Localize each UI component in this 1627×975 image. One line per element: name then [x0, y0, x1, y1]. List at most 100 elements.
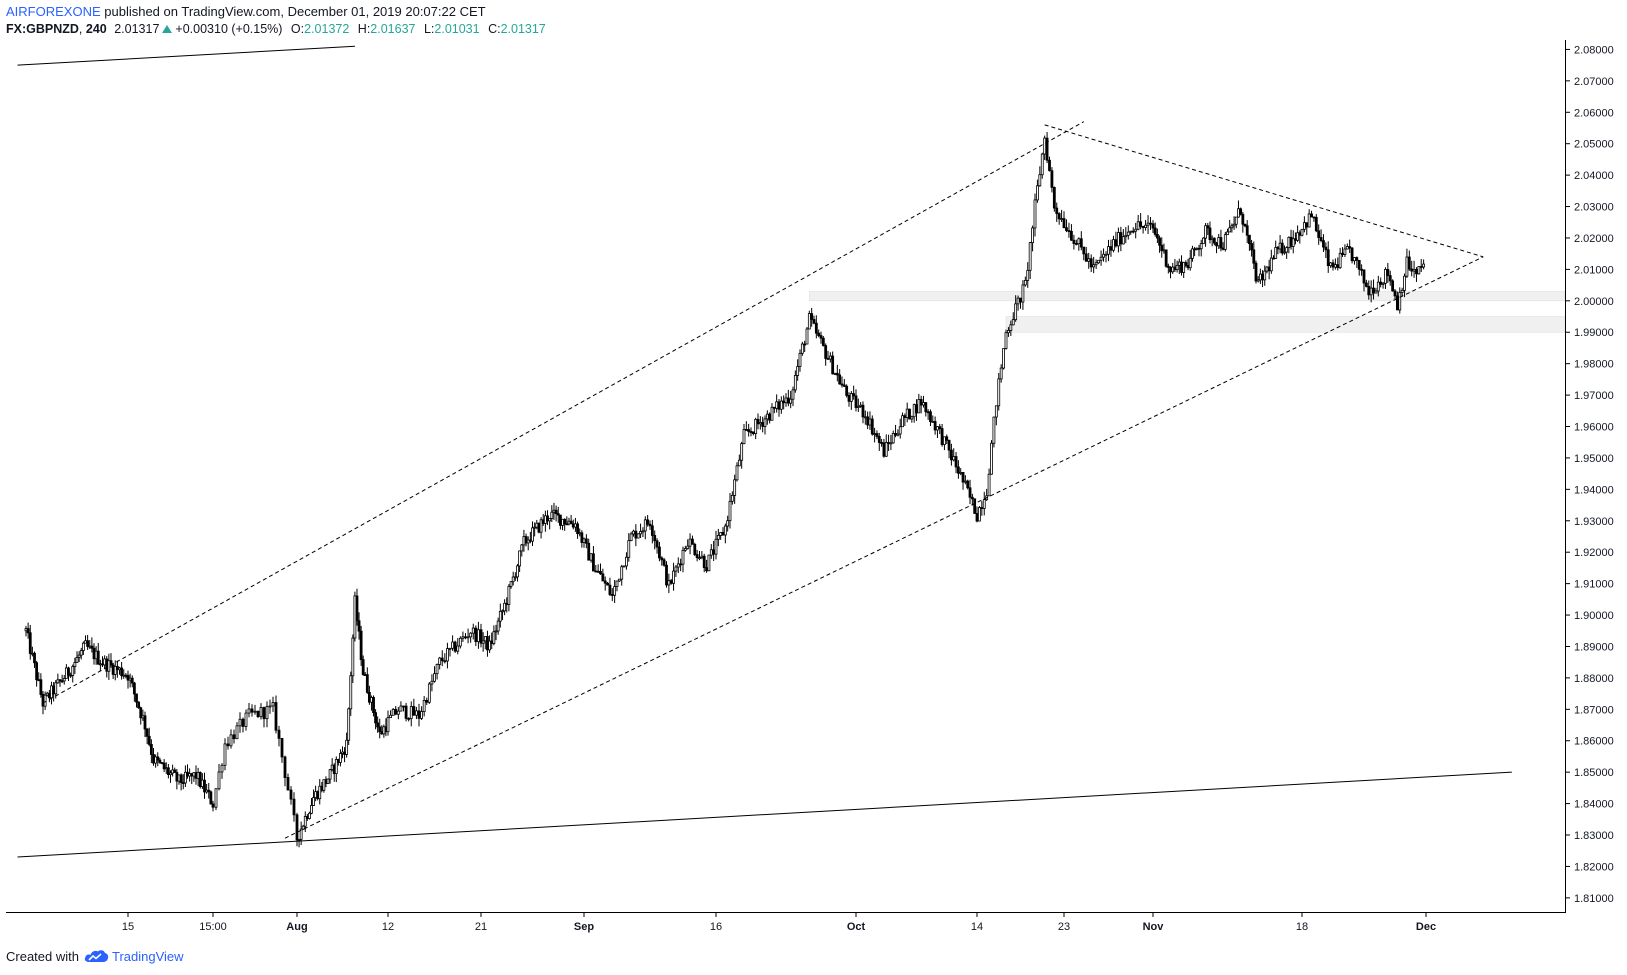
candle-body	[620, 566, 624, 580]
price-tick-label: 2.00000	[1574, 296, 1614, 308]
candle	[1208, 221, 1212, 244]
candle-body	[1072, 239, 1076, 244]
symbol-name[interactable]: FX:GBPNZD	[6, 22, 79, 36]
candle	[1079, 231, 1083, 251]
candle	[634, 524, 638, 547]
candle	[422, 696, 426, 717]
candle-body	[997, 378, 1001, 407]
candle	[1011, 312, 1015, 326]
candle-body	[1067, 230, 1071, 232]
candle	[186, 764, 189, 779]
candle	[1364, 279, 1368, 288]
candle	[389, 710, 392, 719]
candle-body	[498, 611, 502, 622]
candle	[887, 434, 890, 451]
candle	[1289, 229, 1293, 250]
candle	[488, 635, 491, 653]
candle-body	[578, 532, 582, 535]
candle-body	[516, 565, 519, 578]
candle-body	[950, 449, 953, 461]
candle-body	[488, 640, 491, 651]
candle-body	[1258, 273, 1262, 281]
candle	[351, 634, 355, 684]
candle-body	[777, 401, 781, 410]
candle	[1415, 267, 1418, 282]
candle	[938, 423, 942, 435]
candle-body	[1310, 213, 1313, 218]
candle	[1121, 229, 1125, 245]
candle	[768, 412, 772, 424]
candle	[1141, 225, 1145, 234]
candle-body	[1269, 257, 1273, 272]
candle	[603, 576, 607, 591]
candle-body	[481, 640, 485, 644]
candle	[1119, 226, 1123, 252]
candle	[929, 409, 932, 426]
price-axis[interactable]: 2.08000 2.07000 2.06000 2.05000 2.04000 2.030…	[1565, 44, 1614, 905]
time-axis[interactable]: 15 15:00 Aug 12 21 Sep 16 Oct 14 23 Nov 18 Dec	[122, 912, 1436, 933]
tradingview-brand-link[interactable]: TradingView	[83, 948, 184, 964]
candle-body	[756, 419, 760, 425]
candle	[791, 386, 795, 407]
candle-body	[625, 556, 628, 567]
candle	[1243, 223, 1247, 228]
candle-body	[1250, 243, 1254, 251]
candle	[511, 571, 515, 586]
candle	[758, 416, 762, 430]
interval-label[interactable]: 240	[85, 22, 107, 36]
candle-body	[1023, 279, 1027, 286]
candle	[1338, 247, 1342, 269]
candle	[789, 390, 793, 409]
candle	[86, 635, 90, 650]
candle	[1060, 209, 1063, 222]
candle	[956, 460, 960, 479]
candle-body	[875, 433, 879, 437]
candle	[968, 479, 972, 505]
open-label: O:	[290, 22, 305, 36]
candle	[145, 728, 149, 745]
candle-body	[646, 519, 650, 525]
candle-body	[1367, 286, 1371, 296]
candle	[856, 398, 860, 412]
candle	[601, 568, 605, 582]
trendline-4	[17, 45, 355, 66]
candle-body	[1206, 225, 1210, 229]
candle	[688, 533, 692, 555]
candle-body	[931, 421, 935, 423]
candle	[543, 510, 547, 532]
candle	[1016, 295, 1020, 311]
candle-body	[420, 711, 423, 719]
candle	[863, 410, 867, 425]
candle-body	[543, 515, 547, 524]
candle	[84, 635, 87, 644]
candle-body	[821, 337, 825, 346]
candle-body	[1388, 275, 1392, 282]
candle-body	[1241, 213, 1245, 225]
candle-body	[1353, 257, 1356, 262]
candle-body	[247, 708, 251, 714]
candle-body	[758, 422, 762, 425]
candle-body	[582, 538, 586, 543]
candle	[737, 454, 741, 467]
candle-body	[433, 673, 436, 682]
candle	[277, 725, 281, 747]
candle	[1197, 244, 1201, 257]
candle	[1280, 239, 1284, 256]
candle-body	[524, 536, 528, 544]
candle	[805, 326, 809, 345]
candle-body	[1155, 233, 1159, 239]
candle	[1087, 252, 1091, 269]
candle-body	[440, 657, 444, 662]
candle	[1160, 237, 1164, 258]
candle-body	[1336, 264, 1340, 269]
candle-body	[205, 789, 209, 793]
candle	[194, 765, 198, 785]
candle	[156, 752, 160, 767]
close-label: C:	[488, 22, 501, 36]
candle	[926, 409, 930, 420]
author-link[interactable]: AIRFOREXONE	[6, 4, 101, 19]
candle	[655, 538, 659, 554]
candle	[289, 786, 293, 805]
price-tick-label: 1.96000	[1574, 422, 1614, 434]
